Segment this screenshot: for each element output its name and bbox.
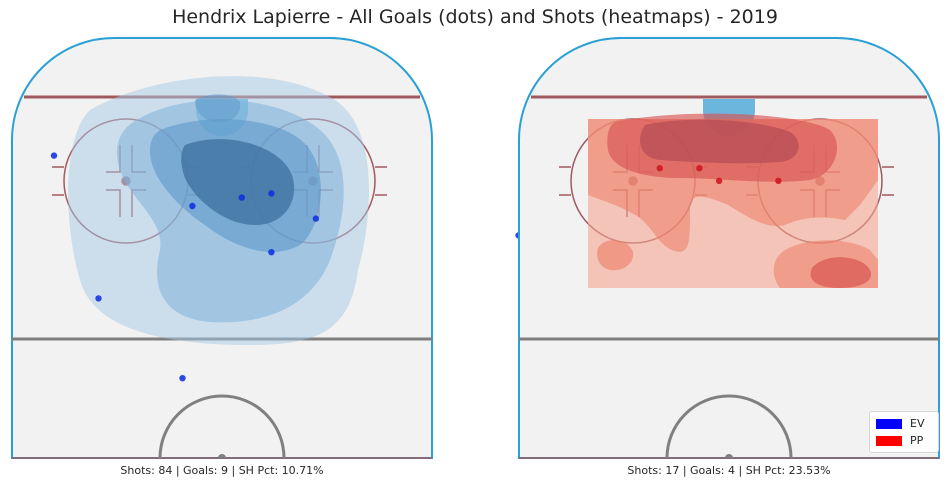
center-circle-left (158, 394, 286, 459)
goal-dot-ev-3 (179, 375, 186, 382)
legend-entry-ev: EV (876, 417, 924, 431)
goal-dot-ev-6 (268, 190, 275, 197)
center-circle-right (665, 394, 793, 459)
heatmap-pp (588, 113, 878, 288)
legend-swatch-ev (876, 419, 902, 429)
goal-dot-ev-1 (50, 152, 58, 159)
legend-label-pp: PP (910, 434, 924, 447)
goal-dots-pp (656, 165, 782, 184)
center-dot-right (725, 454, 733, 458)
goal-dot-ev-5 (238, 194, 245, 201)
goal-dot-pp-2 (696, 165, 703, 172)
goal-dot-pp-4 (775, 177, 782, 184)
goal-dot-pp-3 (715, 177, 723, 184)
rink-right (518, 37, 940, 459)
goal-dot-ev-7 (268, 249, 275, 256)
goal-dot-ev-2 (95, 295, 102, 302)
goal-dot-ev-8 (312, 215, 320, 222)
center-dot-left (218, 454, 226, 458)
goal-dot-ev-4 (189, 202, 196, 210)
rink-left (11, 37, 522, 459)
goal-dot-pp-1 (656, 165, 663, 172)
legend-label-ev: EV (910, 417, 925, 430)
caption-ev: Shots: 84 | Goals: 9 | SH Pct: 10.71% (120, 464, 324, 477)
heatmap-ev (68, 76, 369, 345)
legend-entry-pp: PP (876, 434, 923, 448)
chart-title: Hendrix Lapierre - All Goals (dots) and … (172, 6, 778, 28)
legend: EV PP (869, 411, 939, 453)
goal-dots-ev (50, 152, 522, 382)
caption-pp: Shots: 17 | Goals: 4 | SH Pct: 23.53% (627, 464, 831, 477)
legend-swatch-pp (876, 436, 902, 446)
